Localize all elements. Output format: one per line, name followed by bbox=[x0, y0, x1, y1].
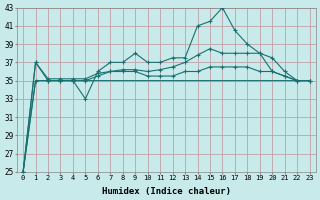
X-axis label: Humidex (Indice chaleur): Humidex (Indice chaleur) bbox=[102, 187, 231, 196]
